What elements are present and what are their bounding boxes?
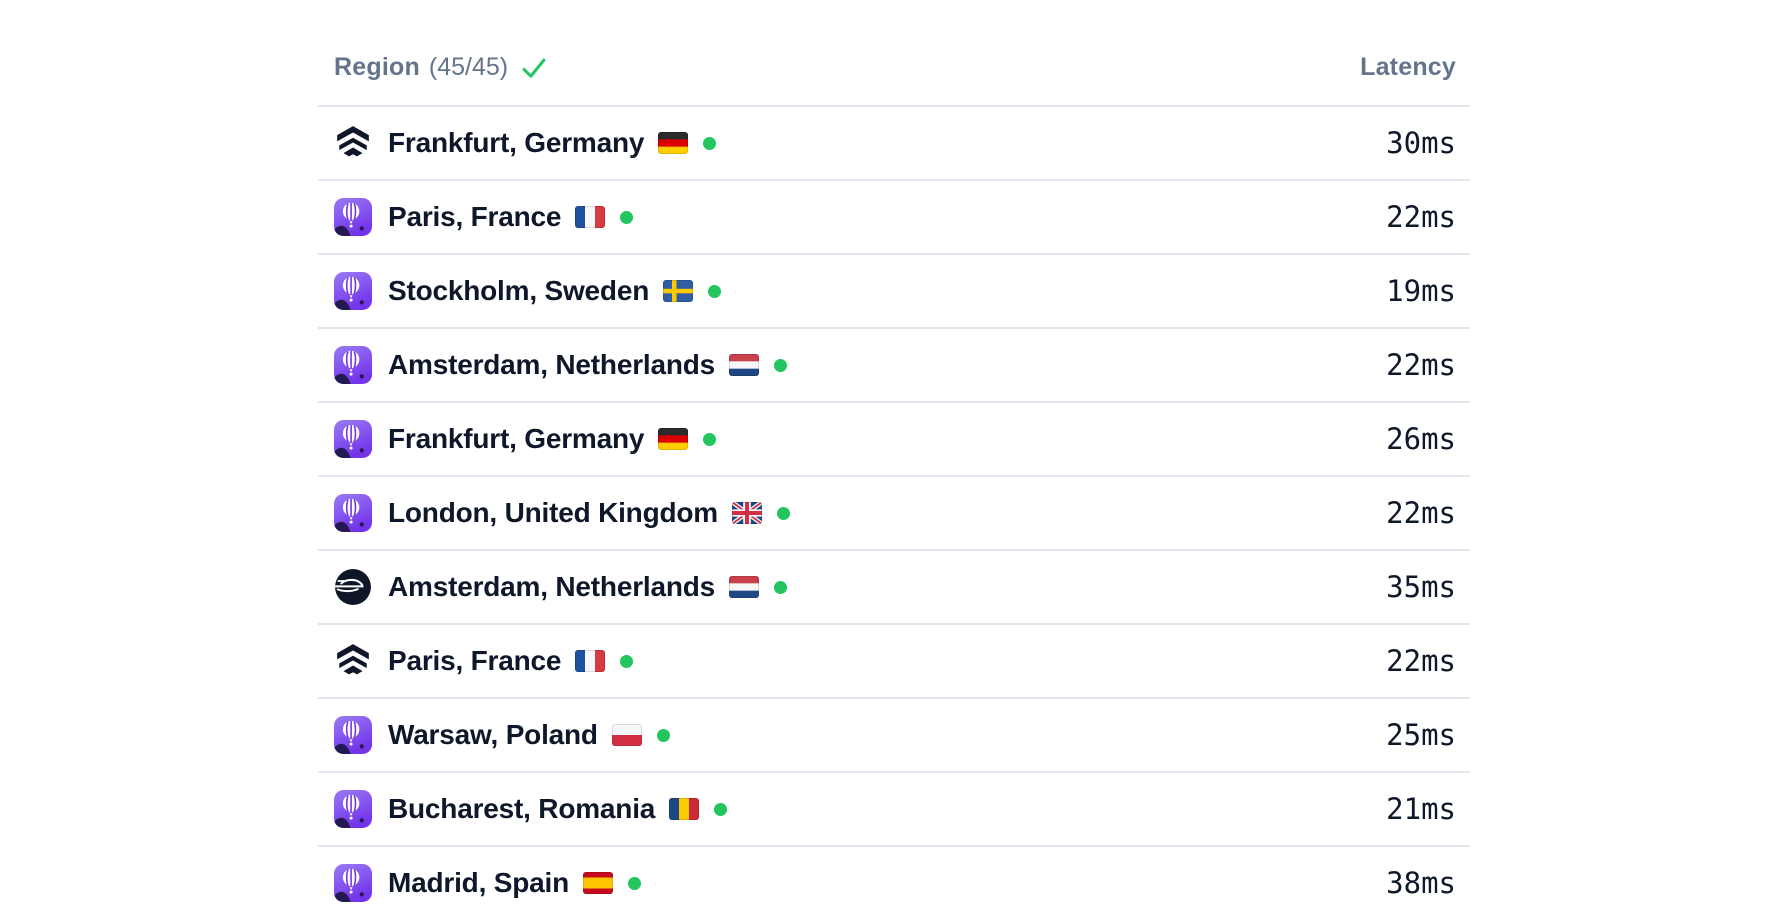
region-header-label: Region	[334, 53, 420, 81]
region-label: Paris, France	[388, 201, 562, 232]
latency-value: 22ms	[1386, 496, 1456, 530]
fly-logo-icon	[334, 494, 372, 532]
status-ok-dot	[620, 210, 634, 224]
table-row: Paris, France 22ms	[318, 179, 1470, 253]
region-label: Frankfurt, Germany	[388, 127, 645, 158]
region-cell: Stockholm, Sweden	[334, 272, 722, 310]
table-row: Paris, France 22ms	[318, 623, 1470, 697]
region-label: Frankfurt, Germany	[388, 423, 645, 454]
region-cell: Paris, France	[334, 642, 634, 680]
region-label: Amsterdam, Netherlands	[388, 349, 716, 380]
koyeb-logo-icon	[334, 124, 372, 162]
latency-value: 25ms	[1386, 718, 1456, 752]
region-label: Stockholm, Sweden	[388, 275, 650, 306]
latency-value: 38ms	[1386, 866, 1456, 900]
region-label: Amsterdam, Netherlands	[388, 571, 716, 602]
region-cell: Bucharest, Romania	[334, 790, 728, 828]
checkmark-icon	[520, 54, 548, 82]
fly-logo-icon	[334, 716, 372, 754]
table-header: Region (45/45) Latency	[318, 0, 1470, 105]
fly-logo-icon	[334, 790, 372, 828]
region-label: Madrid, Spain	[388, 867, 569, 898]
latency-column-header: Latency	[1360, 53, 1456, 81]
flag-germany-icon	[658, 428, 689, 450]
region-cell: London, United Kingdom	[334, 494, 790, 532]
railway-logo-icon	[334, 568, 372, 606]
region-cell: Frankfurt, Germany	[334, 124, 717, 162]
region-cell: Frankfurt, Germany	[334, 420, 717, 458]
region-column-header: Region (45/45)	[334, 53, 548, 82]
status-ok-dot	[776, 506, 790, 520]
table-row: Frankfurt, Germany 30ms	[318, 105, 1470, 179]
flag-germany-icon	[658, 132, 689, 154]
region-cell: Amsterdam, Netherlands	[334, 568, 788, 606]
table-row: London, United Kingdom 22ms	[318, 475, 1470, 549]
flag-romania-icon	[669, 798, 700, 820]
region-label: London, United Kingdom	[388, 497, 718, 528]
table-row: Bucharest, Romania 21ms	[318, 771, 1470, 845]
flag-sweden-icon	[663, 280, 694, 302]
latency-value: 35ms	[1386, 570, 1456, 604]
region-label: Paris, France	[388, 645, 562, 676]
table-row: Warsaw, Poland 25ms	[318, 697, 1470, 771]
flag-spain-icon	[582, 872, 613, 894]
flag-netherlands-icon	[729, 576, 760, 598]
status-ok-dot	[656, 728, 670, 742]
status-ok-dot	[703, 432, 717, 446]
table-row: Frankfurt, Germany 26ms	[318, 401, 1470, 475]
region-cell: Paris, France	[334, 198, 634, 236]
latency-value: 30ms	[1386, 126, 1456, 160]
table-row: Madrid, Spain 38ms	[318, 845, 1470, 919]
latency-value: 22ms	[1386, 200, 1456, 234]
table-row: Amsterdam, Netherlands 35ms	[318, 549, 1470, 623]
region-label: Bucharest, Romania	[388, 793, 656, 824]
region-count-badge: (45/45)	[428, 53, 509, 81]
flag-uk-icon	[731, 502, 762, 524]
status-ok-dot	[774, 580, 788, 594]
fly-logo-icon	[334, 420, 372, 458]
region-cell: Amsterdam, Netherlands	[334, 346, 788, 384]
latency-value: 22ms	[1386, 644, 1456, 678]
region-latency-table: Region (45/45) Latency Frankfurt, German…	[318, 0, 1470, 920]
table-row: Amsterdam, Netherlands 22ms	[318, 327, 1470, 401]
koyeb-logo-icon	[334, 642, 372, 680]
region-cell: Warsaw, Poland	[334, 716, 670, 754]
status-ok-dot	[774, 358, 788, 372]
latency-value: 19ms	[1386, 274, 1456, 308]
status-ok-dot	[714, 802, 728, 816]
fly-logo-icon	[334, 346, 372, 384]
table-row: Stockholm, Sweden 19ms	[318, 253, 1470, 327]
status-ok-dot	[620, 654, 634, 668]
flag-france-icon	[575, 650, 606, 672]
latency-value: 22ms	[1386, 348, 1456, 382]
fly-logo-icon	[334, 864, 372, 902]
status-ok-dot	[703, 136, 717, 150]
region-label: Warsaw, Poland	[388, 719, 598, 750]
region-cell: Madrid, Spain	[334, 864, 641, 902]
flag-poland-icon	[611, 724, 642, 746]
latency-value: 21ms	[1386, 792, 1456, 826]
status-ok-dot	[627, 876, 641, 890]
fly-logo-icon	[334, 272, 372, 310]
status-ok-dot	[708, 284, 722, 298]
fly-logo-icon	[334, 198, 372, 236]
flag-netherlands-icon	[729, 354, 760, 376]
latency-value: 26ms	[1386, 422, 1456, 456]
table-body: Frankfurt, Germany 30ms Paris, France 22ms S…	[318, 105, 1470, 919]
flag-france-icon	[575, 206, 606, 228]
